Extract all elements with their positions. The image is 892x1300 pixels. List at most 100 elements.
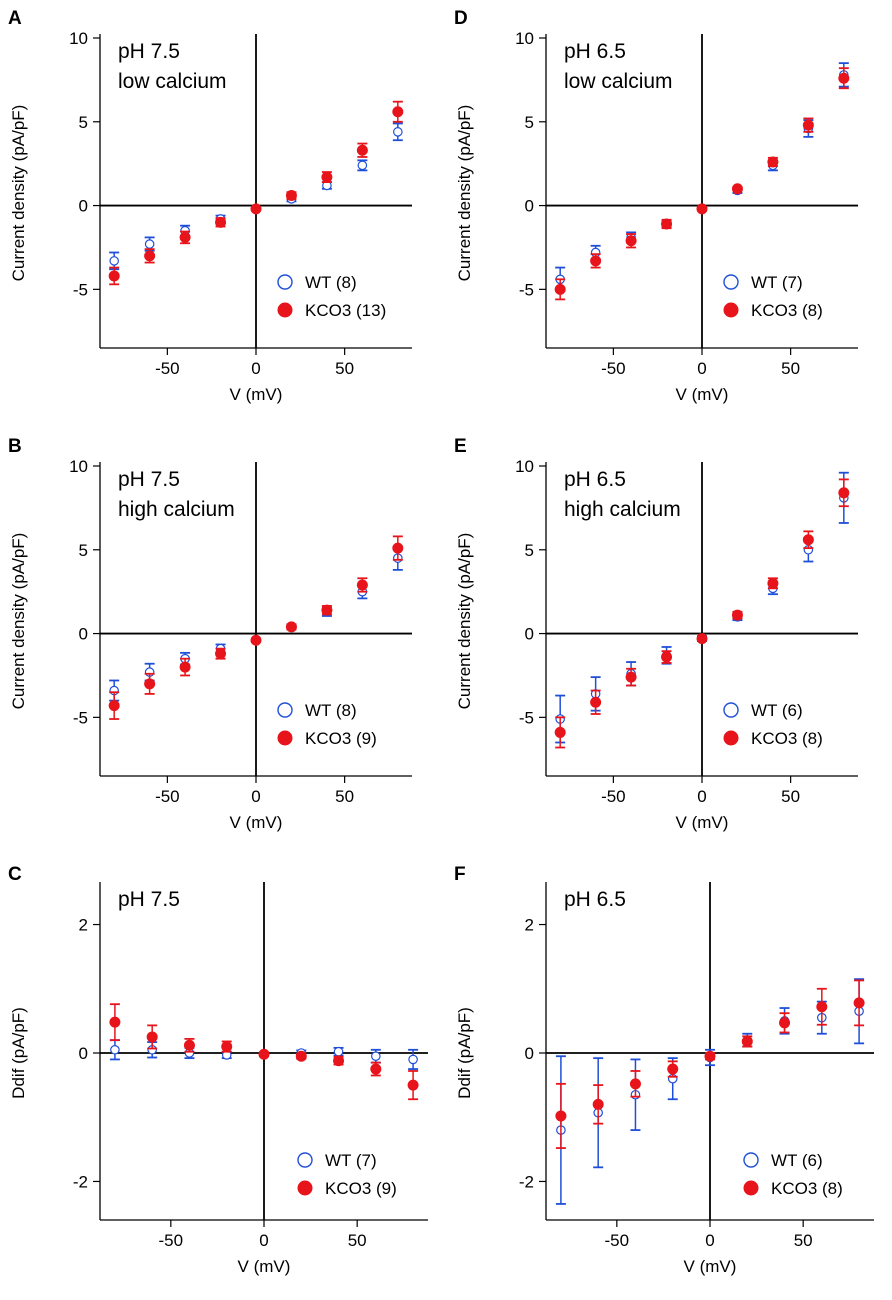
panel-f-point-kco3 xyxy=(779,1017,791,1029)
panel-b-point-kco3 xyxy=(179,661,191,673)
panel-d-xtick-label: 50 xyxy=(781,359,800,378)
panel-d-point-kco3 xyxy=(838,72,850,84)
panel-e-xtick-label: 0 xyxy=(697,787,706,806)
panel-d-legend-wt-label: WT (7) xyxy=(751,273,803,292)
panel-d-point-kco3 xyxy=(625,235,637,247)
panel-a-xtick-label: 50 xyxy=(335,359,354,378)
panel-e-annotation-0: pH 6.5 xyxy=(564,468,626,491)
panel-f-ytick-label: 2 xyxy=(525,916,534,935)
panel-c-point-kco3 xyxy=(146,1031,158,1043)
panel-a-y-axis-label: Current density (pA/pF) xyxy=(9,105,28,282)
panel-f-point-kco3 xyxy=(816,1001,828,1013)
panel-a-x-axis-label: V (mV) xyxy=(230,385,283,404)
panel-b-annotation-0: pH 7.5 xyxy=(118,468,180,491)
panel-f-point-kco3 xyxy=(667,1063,679,1075)
panel-a-point-kco3 xyxy=(179,231,191,243)
panel-c-point-kco3 xyxy=(109,1016,121,1028)
panel-e-legend-wt-label: WT (6) xyxy=(751,701,803,720)
panel-b-point-kco3 xyxy=(144,678,156,690)
panel-d-point-kco3 xyxy=(696,203,708,215)
panel-f-xtick-label: 50 xyxy=(794,1231,813,1250)
panel-a-point-kco3 xyxy=(108,270,120,282)
panel-f-x-axis-label: V (mV) xyxy=(684,1257,737,1276)
panel-e-point-kco3 xyxy=(696,633,708,645)
panel-a-xtick-label: -50 xyxy=(155,359,180,378)
panel-d-point-kco3 xyxy=(590,255,602,267)
panel-a-point-kco3 xyxy=(285,190,297,202)
panel-a-point-wt xyxy=(393,127,403,137)
chart-panel-c: CpH 7.5 -2 0 2 -50 0 50 V (mV) Ddif (pA/pF) WT (7… xyxy=(8,864,428,1276)
panel-b-ytick-label: 0 xyxy=(79,625,88,644)
panel-b-y-axis-label: Current density (pA/pF) xyxy=(9,533,28,710)
panel-a-legend-kco3-marker xyxy=(277,302,293,318)
panel-e-y-axis-label: Current density (pA/pF) xyxy=(455,533,474,710)
panel-e-legend-kco3-label: KCO3 (8) xyxy=(751,729,823,748)
panel-e-point-kco3 xyxy=(838,487,850,499)
panel-c-xtick-label: -50 xyxy=(159,1231,184,1250)
panel-d-legend-wt-marker xyxy=(723,274,739,290)
panel-b-legend-wt-marker xyxy=(277,702,293,718)
panel-f-point-kco3 xyxy=(592,1098,604,1110)
panel-c-legend-kco3-label: KCO3 (9) xyxy=(325,1179,397,1198)
panel-e-point-kco3 xyxy=(802,534,814,546)
panel-a-point-kco3 xyxy=(356,144,368,156)
panel-f-legend-kco3-marker xyxy=(743,1180,759,1196)
panel-f-annotation-0: pH 6.5 xyxy=(564,888,626,911)
panel-a-annotation-0: pH 7.5 xyxy=(118,40,180,63)
panel-c-annotation-0: pH 7.5 xyxy=(118,888,180,911)
panel-c-legend-wt-label: WT (7) xyxy=(325,1151,377,1170)
panel-d-ytick-label: 10 xyxy=(515,29,534,48)
panel-f-y-axis-label: Ddif (pA/pF) xyxy=(455,1007,474,1099)
panel-d-letter: D xyxy=(454,8,468,29)
panel-a-legend-wt-label: WT (8) xyxy=(305,273,357,292)
panel-a-point-kco3 xyxy=(392,106,404,118)
panel-e-point-kco3 xyxy=(767,577,779,589)
panel-b-legend-kco3-label: KCO3 (9) xyxy=(305,729,377,748)
panel-c-letter: C xyxy=(8,864,22,885)
panel-b-point-kco3 xyxy=(250,634,262,646)
panel-a-legend-kco3-label: KCO3 (13) xyxy=(305,301,386,320)
panel-a-point-wt xyxy=(144,239,155,249)
panel-d-point-kco3 xyxy=(661,218,673,230)
panel-d-ytick-label: 0 xyxy=(525,197,534,216)
panel-d-y-axis-label: Current density (pA/pF) xyxy=(455,105,474,282)
panel-b-point-kco3 xyxy=(108,700,120,712)
panel-f-ytick-label: -2 xyxy=(519,1172,534,1191)
panel-f-xtick-label: 0 xyxy=(705,1231,714,1250)
panel-d-point-kco3 xyxy=(767,156,779,168)
panel-d-legend-kco3-marker xyxy=(723,302,739,318)
panel-e-point-kco3 xyxy=(661,651,673,663)
panel-b-x-axis-label: V (mV) xyxy=(230,813,283,832)
panel-d-annotation-0: pH 6.5 xyxy=(564,40,626,63)
panel-b-letter: B xyxy=(8,436,22,457)
panel-c-point-kco3 xyxy=(333,1055,345,1067)
panel-b-point-kco3 xyxy=(215,648,227,660)
panel-a-ytick-label: 5 xyxy=(79,113,88,132)
panel-f-legend-kco3-label: KCO3 (8) xyxy=(771,1179,843,1198)
panel-a-point-kco3 xyxy=(321,171,333,183)
panel-d-ytick-label: -5 xyxy=(519,280,534,299)
panel-e-point-kco3 xyxy=(731,609,743,621)
panel-e-annotation-1: high calcium xyxy=(564,498,681,521)
panel-f-point-kco3 xyxy=(741,1035,753,1047)
panel-e-letter: E xyxy=(454,436,467,457)
panel-e-legend-wt-marker xyxy=(723,702,739,718)
panel-b-ytick-label: 10 xyxy=(69,457,88,476)
panel-a-point-kco3 xyxy=(215,216,227,228)
panel-c-point-wt xyxy=(408,1054,418,1065)
panel-c-point-kco3 xyxy=(407,1079,419,1091)
panel-b-legend-kco3-marker xyxy=(277,730,293,746)
panel-f-xtick-label: -50 xyxy=(605,1231,630,1250)
panel-f-point-kco3 xyxy=(853,997,865,1009)
panel-a-point-wt xyxy=(109,256,119,266)
panel-b-point-kco3 xyxy=(321,604,333,616)
panel-b-point-kco3 xyxy=(285,621,297,633)
panel-d-xtick-label: -50 xyxy=(601,359,626,378)
panel-f-point-kco3 xyxy=(555,1110,567,1122)
panel-d-point-kco3 xyxy=(731,183,743,195)
panel-e-ytick-label: 0 xyxy=(525,625,534,644)
panel-d-annotation-1: low calcium xyxy=(564,70,673,93)
chart-panel-f: FpH 6.5 -2 0 2 -50 0 50 V (mV) Ddif (pA/pF) WT (6… xyxy=(454,864,874,1276)
panel-d-point-kco3 xyxy=(802,119,814,131)
